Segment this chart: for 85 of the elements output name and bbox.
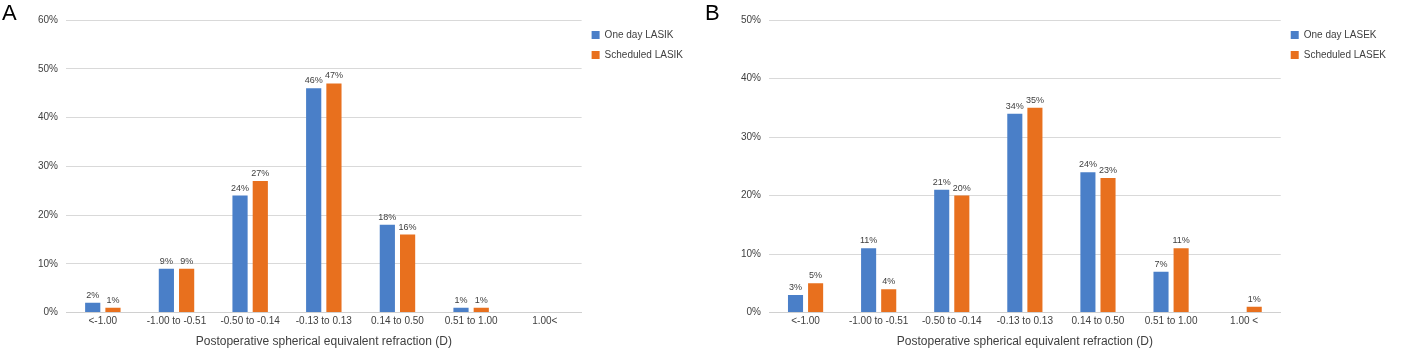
bar bbox=[861, 248, 877, 313]
data-label: 35% bbox=[1025, 94, 1044, 105]
y-tick-label: 0% bbox=[43, 306, 59, 318]
data-label: 46% bbox=[304, 75, 323, 86]
bar bbox=[1173, 248, 1189, 313]
legend-label: One day LASEK bbox=[1303, 28, 1377, 40]
data-label: 24% bbox=[1078, 159, 1097, 170]
x-tick-label: 1.00 < bbox=[1230, 315, 1259, 327]
legend-label: Scheduled LASIK bbox=[604, 48, 684, 60]
data-label: 16% bbox=[398, 221, 417, 232]
y-tick-label: 60% bbox=[38, 13, 59, 25]
x-tick-label: -0.50 to -0.14 bbox=[220, 315, 281, 327]
bar bbox=[1246, 306, 1262, 313]
x-tick-label: -0.13 to 0.13 bbox=[295, 315, 353, 327]
data-label: 1% bbox=[1247, 293, 1261, 304]
bar bbox=[105, 307, 121, 313]
x-tick-label: <-1.00 bbox=[791, 315, 821, 327]
data-label: 20% bbox=[952, 182, 971, 193]
chart-title: A bbox=[2, 0, 17, 26]
x-axis-title: Postoperative spherical equivalent refraction (D) bbox=[896, 334, 1153, 349]
x-tick-label: -0.13 to 0.13 bbox=[996, 315, 1054, 327]
y-tick-label: 40% bbox=[38, 111, 59, 123]
bar bbox=[934, 189, 950, 313]
bar bbox=[1100, 178, 1116, 313]
data-label: 2% bbox=[86, 289, 100, 300]
data-label: 7% bbox=[1154, 258, 1168, 269]
bar bbox=[252, 180, 268, 313]
bar bbox=[158, 268, 174, 313]
data-label: 3% bbox=[789, 282, 803, 293]
bar bbox=[400, 234, 416, 313]
data-label: 9% bbox=[180, 255, 194, 266]
data-label: 1% bbox=[106, 294, 120, 305]
bar bbox=[379, 224, 395, 313]
bar bbox=[787, 295, 804, 313]
bar bbox=[1153, 271, 1169, 313]
bar bbox=[306, 88, 322, 313]
legend-label: Scheduled LASEK bbox=[1303, 48, 1387, 60]
y-tick-label: 30% bbox=[38, 160, 59, 172]
data-label: 11% bbox=[1172, 235, 1190, 246]
y-tick-label: 20% bbox=[741, 189, 762, 201]
bar bbox=[473, 307, 489, 313]
y-tick-label: 30% bbox=[741, 130, 762, 142]
data-label: 27% bbox=[251, 167, 270, 178]
x-tick-label: 0.51 to 1.00 bbox=[444, 315, 498, 327]
bar bbox=[232, 195, 248, 313]
bar bbox=[1007, 113, 1023, 313]
data-label: 34% bbox=[1005, 100, 1024, 111]
data-label: 4% bbox=[882, 276, 896, 287]
y-tick-label: 10% bbox=[38, 257, 59, 269]
legend-label: One day LASIK bbox=[604, 28, 674, 40]
x-tick-label: 1.00< bbox=[532, 315, 558, 327]
y-tick-label: 40% bbox=[741, 72, 762, 84]
data-label: 23% bbox=[1099, 164, 1118, 175]
bar bbox=[1080, 172, 1096, 313]
data-label: 47% bbox=[324, 70, 343, 81]
data-label: 1% bbox=[454, 294, 468, 305]
bar bbox=[326, 83, 342, 313]
x-axis-title: Postoperative spherical equivalent refraction (D) bbox=[195, 334, 452, 349]
bar bbox=[1027, 107, 1043, 313]
data-label: 5% bbox=[809, 270, 823, 281]
chart-title: B bbox=[705, 0, 720, 26]
y-tick-label: 0% bbox=[746, 306, 762, 318]
y-tick-label: 50% bbox=[38, 62, 59, 74]
bar bbox=[954, 195, 970, 313]
y-tick-label: 20% bbox=[38, 208, 59, 220]
x-tick-label: 0.14 to 0.50 bbox=[371, 315, 425, 327]
y-tick-label: 50% bbox=[741, 13, 762, 25]
x-tick-label: -0.50 to -0.14 bbox=[922, 315, 982, 327]
data-label: 1% bbox=[474, 294, 488, 305]
data-label: 24% bbox=[231, 182, 250, 193]
bar bbox=[881, 289, 897, 313]
bar bbox=[808, 283, 824, 313]
bar bbox=[179, 268, 195, 313]
data-label: 9% bbox=[159, 255, 173, 266]
data-label: 18% bbox=[378, 211, 397, 222]
x-tick-label: <-1.00 bbox=[88, 315, 118, 327]
y-tick-label: 10% bbox=[741, 247, 762, 259]
data-label: 11% bbox=[859, 235, 878, 246]
x-tick-label: -1.00 to -0.51 bbox=[146, 315, 207, 327]
x-tick-label: 0.51 to 1.00 bbox=[1144, 315, 1198, 327]
bar bbox=[85, 302, 101, 313]
data-label: 21% bbox=[932, 176, 951, 187]
x-tick-label: -1.00 to -0.51 bbox=[848, 315, 909, 327]
bar bbox=[453, 307, 469, 313]
x-tick-label: 0.14 to 0.50 bbox=[1071, 315, 1125, 327]
